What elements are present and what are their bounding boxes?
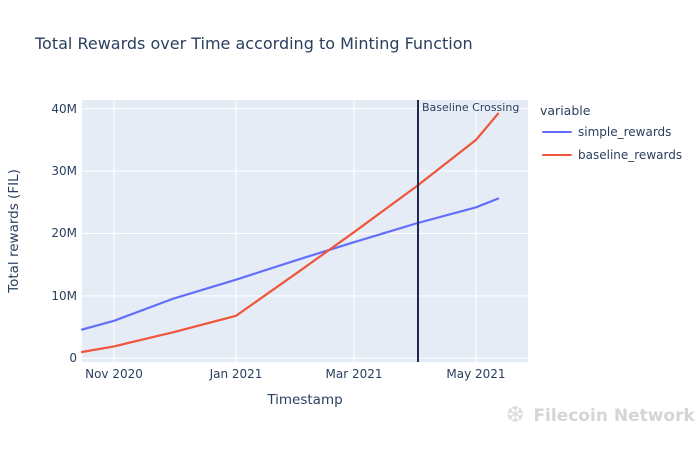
y-tick-label: 0	[69, 351, 77, 366]
simple_rewards-line[interactable]	[80, 197, 500, 331]
y-tick-label: 30M	[51, 164, 77, 179]
baseline_rewards-line[interactable]	[80, 112, 500, 354]
legend-item-baseline-rewards[interactable]: baseline_rewards	[542, 148, 682, 162]
watermark-label: Filecoin Network	[533, 405, 695, 426]
watermark: ❆ Filecoin Network	[506, 403, 695, 428]
simple-rewards-line-swatch-icon	[542, 131, 572, 133]
legend-item-label: baseline_rewards	[578, 148, 683, 162]
baseline-crossing-annotation: Baseline Crossing	[422, 101, 520, 114]
x-axis-title: Timestamp	[267, 392, 343, 408]
plot-background	[82, 100, 528, 362]
y-tick-label: 10M	[51, 288, 77, 303]
y-tick-label: 40M	[51, 101, 77, 116]
legend-title: variable	[540, 103, 591, 118]
legend: variable simple_rewards baseline_rewards	[540, 103, 682, 171]
x-tick-label: Jan 2021	[209, 367, 263, 381]
legend-item-simple-rewards[interactable]: simple_rewards	[542, 125, 682, 139]
y-axis-title: Total rewards (FIL)	[6, 169, 22, 293]
x-tick-label: Mar 2021	[325, 367, 383, 381]
y-tick-label: 20M	[51, 226, 77, 241]
snowflake-icon: ❆	[506, 403, 525, 428]
baseline-rewards-line-swatch-icon	[542, 154, 572, 156]
chart-title: Total Rewards over Time according to Min…	[35, 34, 473, 53]
x-tick-label: Nov 2020	[85, 367, 143, 381]
x-tick-label: May 2021	[446, 367, 506, 381]
legend-item-label: simple_rewards	[578, 125, 672, 139]
